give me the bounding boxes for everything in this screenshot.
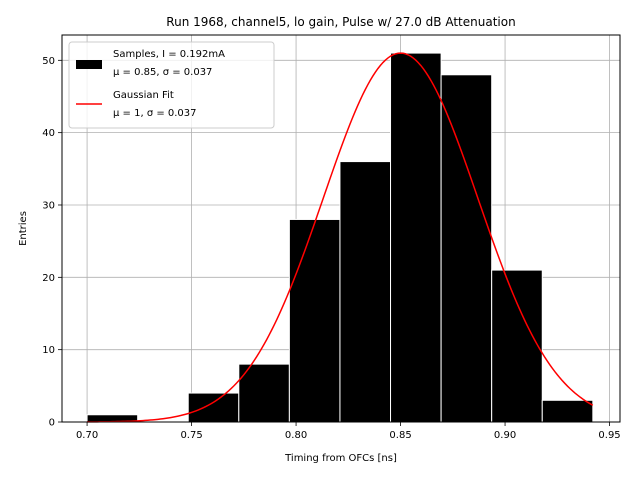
y-tick-label-3: 30 [42, 200, 55, 211]
histogram-bar-6 [390, 52, 442, 423]
x-tick-label-4: 0.90 [494, 430, 516, 441]
legend-box [68, 41, 275, 129]
x-tick-label-2: 0.80 [285, 430, 307, 441]
y-tick-label-5: 50 [42, 56, 55, 67]
histogram-bar-5 [339, 161, 392, 423]
x-tick-label-5: 0.95 [598, 430, 620, 441]
legend: Samples, I = 0.192mA μ = 0.85, σ = 0.037… [68, 41, 275, 129]
y-tick-label-1: 10 [42, 345, 55, 356]
x-axis-label: Timing from OFCs [ns] [284, 453, 397, 464]
histogram-bar-4 [288, 218, 341, 423]
legend-stats-samples: μ = 0.85, σ = 0.037 [113, 67, 212, 78]
y-tick-label-0: 0 [49, 418, 55, 429]
fit-curve-layer [87, 52, 594, 423]
y-ticks: 0 10 20 30 40 50 [42, 56, 62, 429]
y-tick-label-4: 40 [42, 128, 55, 139]
legend-swatch-samples [76, 60, 102, 69]
x-tick-label-3: 0.85 [389, 430, 411, 441]
plot-frame [61, 34, 621, 423]
y-axis-label: Entries [18, 211, 29, 246]
histogram-bar-7 [440, 74, 493, 423]
histogram-bar-8 [491, 269, 543, 423]
legend-label-fit: Gaussian Fit [113, 90, 174, 101]
histogram-bar-9 [541, 399, 594, 423]
histogram-bar-3 [238, 363, 290, 423]
gaussian-fit-curve [87, 52, 594, 423]
x-tick-label-0: 0.70 [76, 430, 98, 441]
legend-label-samples: Samples, I = 0.192mA [113, 49, 225, 60]
chart-title: Run 1968, channel5, lo gain, Pulse w/ 27… [166, 15, 515, 29]
histogram-bars [86, 52, 594, 423]
y-tick-label-2: 20 [42, 273, 55, 284]
legend-stats-fit: μ = 1, σ = 0.037 [113, 108, 197, 119]
x-tick-label-1: 0.75 [180, 430, 202, 441]
x-ticks: 0.70 0.75 0.80 0.85 0.90 0.95 [76, 422, 621, 441]
histogram-bar-2 [187, 392, 240, 423]
